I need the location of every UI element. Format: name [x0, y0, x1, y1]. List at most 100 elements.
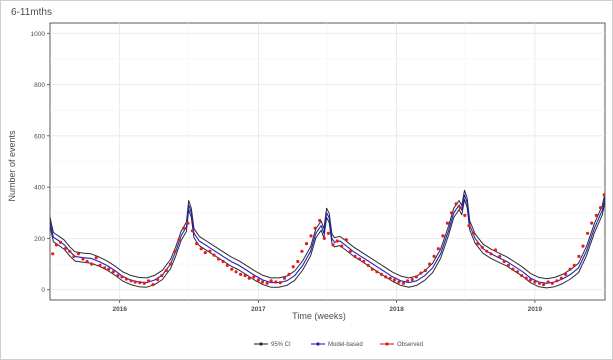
observed-point	[428, 262, 432, 266]
observed-point	[590, 221, 594, 225]
observed-point	[370, 267, 374, 271]
observed-point	[401, 281, 406, 285]
legend-swatch-point	[316, 342, 320, 346]
observed-point	[564, 272, 568, 276]
observed-point	[572, 263, 576, 267]
observed-point	[362, 259, 366, 264]
observed-point	[265, 281, 269, 285]
y-axis-label: Number of events	[7, 130, 17, 202]
observed-point	[445, 221, 449, 225]
observed-point	[138, 281, 142, 285]
observed-point	[379, 272, 384, 276]
observed-point	[423, 268, 427, 273]
y-tick-label: 200	[34, 236, 45, 243]
observed-point	[151, 283, 155, 287]
observed-point	[598, 206, 603, 210]
observed-point	[480, 245, 484, 249]
observed-point	[313, 226, 317, 230]
observed-point	[326, 231, 330, 235]
observed-point	[577, 254, 581, 258]
observed-point	[247, 276, 251, 280]
observed-point	[260, 280, 265, 284]
observed-point	[304, 242, 309, 246]
observed-point	[489, 252, 493, 256]
observed-point	[252, 275, 256, 279]
observed-point	[111, 270, 115, 274]
observed-point	[515, 270, 520, 274]
observed-point	[331, 243, 335, 247]
ci-lower-line	[50, 199, 605, 289]
observed-point	[195, 242, 199, 246]
observed-point	[160, 274, 164, 278]
observed-point	[173, 249, 177, 253]
observed-point	[322, 236, 326, 240]
observed-point	[94, 256, 98, 260]
observed-point	[291, 265, 295, 269]
observed-point	[392, 278, 396, 282]
series-group	[50, 189, 605, 289]
y-tick-label: 1000	[31, 31, 46, 38]
observed-point	[124, 277, 129, 281]
observed-point	[511, 267, 515, 271]
observed-point	[493, 248, 498, 252]
observed-point	[458, 206, 462, 210]
observed-point	[51, 252, 55, 256]
observed-point	[471, 231, 476, 235]
observed-point	[410, 277, 414, 282]
observed-point	[344, 238, 348, 242]
observed-point	[90, 262, 94, 266]
observed-point	[375, 270, 379, 274]
observed-point	[81, 257, 85, 261]
observed-point	[384, 275, 388, 279]
observed-point	[186, 221, 190, 225]
observed-point	[217, 257, 221, 261]
legend-label: Model-based	[328, 342, 363, 348]
observed-point	[397, 280, 401, 284]
observed-point	[208, 249, 212, 253]
x-tick-label: 2019	[528, 306, 543, 313]
legend-swatch-point	[385, 342, 389, 346]
observed-point	[239, 272, 243, 276]
observed-point	[309, 234, 313, 238]
observed-point	[190, 229, 194, 233]
observed-point	[357, 257, 362, 261]
observed-point	[107, 267, 111, 271]
observed-point	[537, 281, 542, 285]
observed-point	[528, 278, 533, 282]
observed-point	[454, 202, 458, 206]
x-axis-label: Time (weeks)	[292, 311, 346, 321]
observed-point	[485, 249, 489, 253]
observed-point	[146, 279, 151, 283]
observed-point	[234, 270, 238, 274]
legend-item: Model-based	[311, 342, 363, 348]
observed-point	[85, 259, 89, 264]
observed-point	[269, 279, 273, 283]
observed-point	[388, 276, 392, 280]
legend-label: 95% CI	[271, 342, 291, 348]
observed-point	[63, 247, 67, 251]
observed-point	[120, 275, 124, 279]
observed-point	[212, 253, 216, 257]
observed-point	[406, 279, 410, 283]
observed-point	[419, 271, 423, 275]
observed-point	[243, 274, 247, 278]
ci-upper-line	[50, 189, 605, 280]
observed-point	[467, 224, 471, 228]
observed-point	[559, 276, 564, 280]
observed-point	[182, 226, 186, 230]
observed-point	[103, 266, 107, 270]
y-tick-label: 0	[41, 287, 45, 294]
observed-point	[274, 280, 278, 284]
observed-point	[76, 252, 80, 256]
observed-point	[348, 249, 352, 253]
plot-area: 0 200 400 600 800 1000 2016 2017 2018 2019	[31, 22, 606, 313]
observed-point	[129, 279, 133, 283]
observed-point	[300, 249, 304, 253]
observed-point	[203, 251, 207, 255]
observed-point	[581, 244, 585, 248]
observed-point	[221, 259, 225, 264]
observed-point	[225, 263, 229, 267]
observed-point	[335, 239, 339, 243]
